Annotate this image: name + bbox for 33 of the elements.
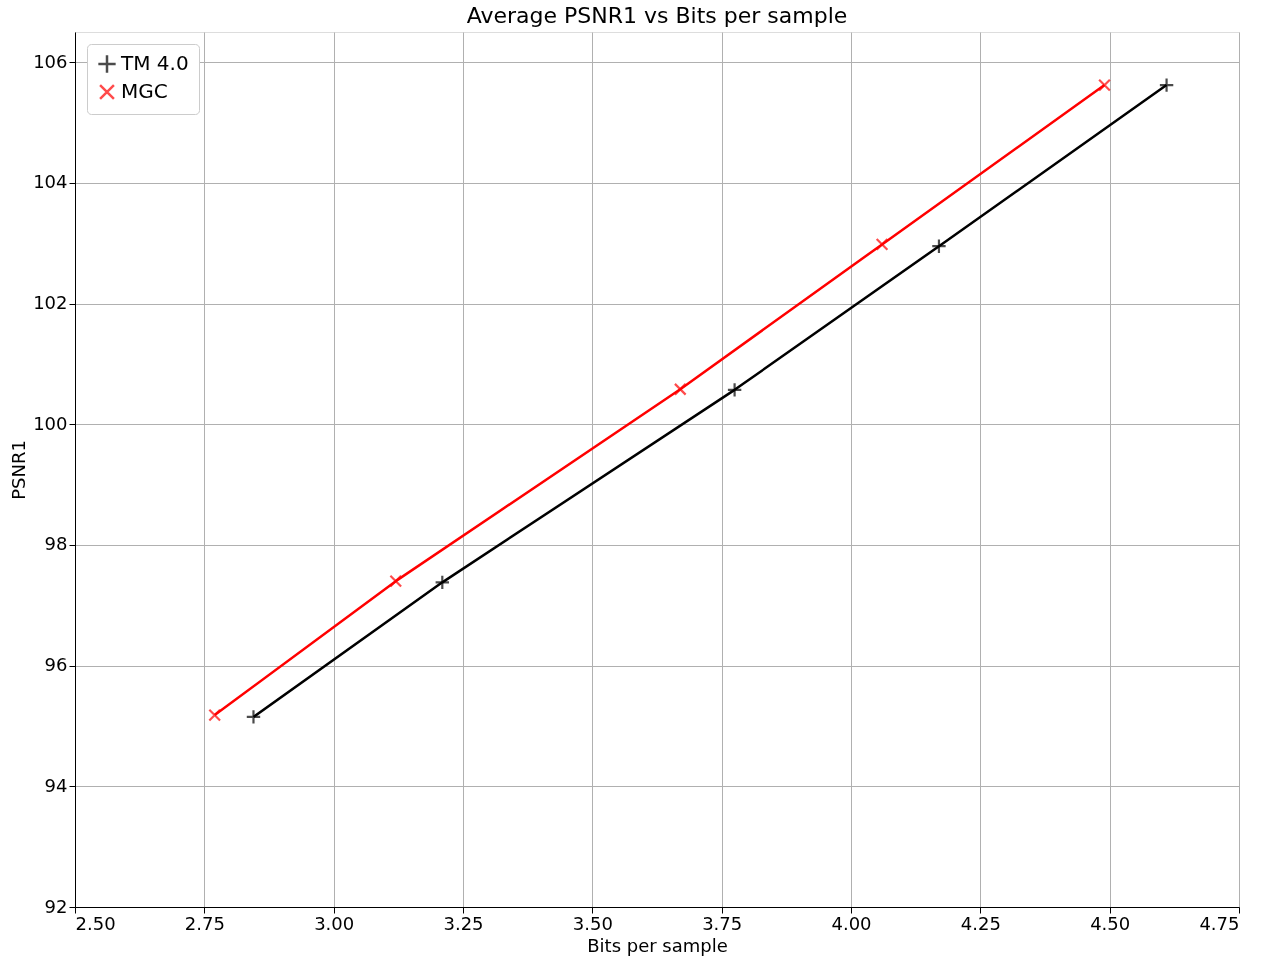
point (673, 382, 687, 396)
x-tick-label: 4.00 (831, 912, 872, 934)
x-tick-label: 4.75 (1199, 912, 1240, 934)
point (434, 574, 451, 591)
x-tick-label: 4.50 (1090, 912, 1131, 934)
point (1158, 77, 1175, 93)
point (931, 238, 947, 255)
point (1098, 78, 1111, 92)
y-axis-title: PSNR1 (8, 440, 30, 500)
x-tick-label: 3.75 (702, 912, 743, 934)
y-tick-label: 96 (44, 654, 68, 676)
y-tick-label: 100 (33, 412, 68, 434)
x-tick-label: 2.75 (184, 912, 225, 934)
point (208, 708, 222, 722)
point (726, 382, 743, 398)
x-tick-label: 2.50 (75, 912, 116, 934)
y-tick-label: 98 (44, 533, 68, 555)
x-tick-label: 3.25 (443, 912, 484, 934)
x-tick-label: 3.00 (314, 912, 355, 934)
point (245, 709, 262, 725)
x-tick-label: 3.50 (572, 912, 613, 934)
x-tick-label: 4.25 (960, 912, 1001, 934)
y-tick-label: 92 (44, 895, 68, 917)
chart-title: Average PSNR1 vs Bits per sample (466, 3, 848, 28)
legend-label: MGC (121, 79, 168, 103)
y-tick-label: 104 (33, 171, 68, 193)
x-axis-title: Bits per sample (587, 934, 728, 956)
point (875, 237, 889, 251)
y-tick-label: 102 (33, 292, 68, 314)
y-tick-label: 94 (44, 774, 68, 796)
legend-label: TM 4.0 (120, 51, 189, 75)
point (389, 574, 403, 588)
y-tick-label: 106 (33, 50, 68, 72)
